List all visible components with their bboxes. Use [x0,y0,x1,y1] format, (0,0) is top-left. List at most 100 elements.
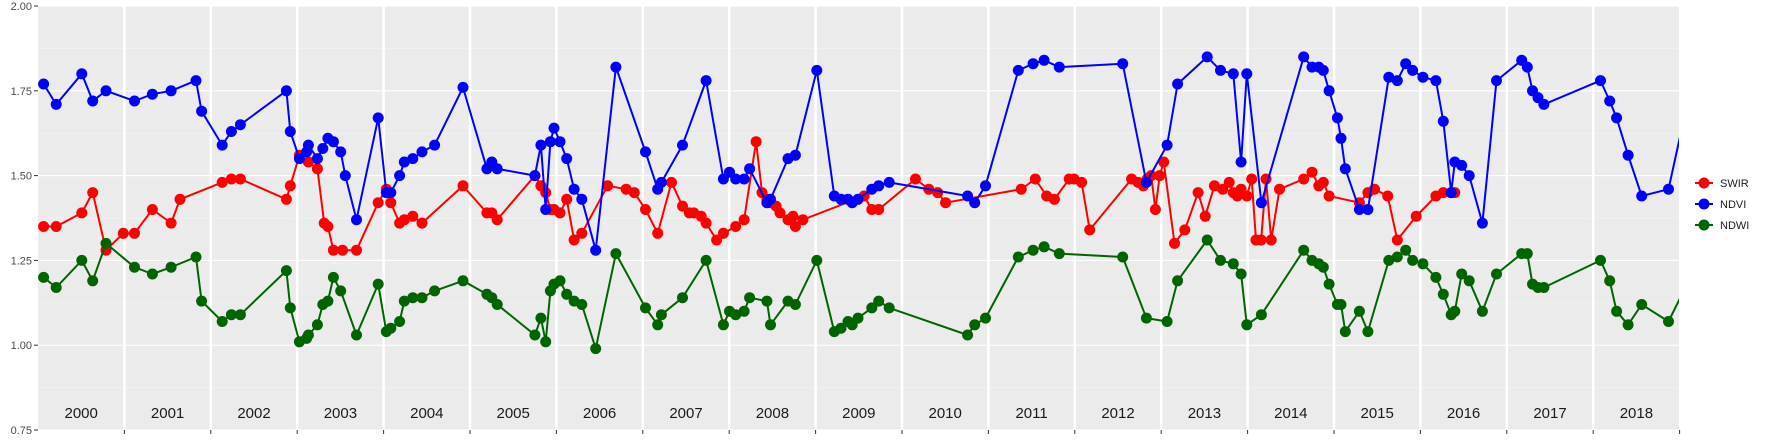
data-point-ndvi [765,193,776,205]
data-point-ndwi [76,254,88,266]
data-point-ndvi [416,146,428,158]
data-point-swir [797,214,809,226]
year-label: 2007 [669,405,702,422]
data-point-ndvi [1663,183,1674,195]
data-point-swir [372,197,384,209]
data-point-ndwi [655,309,667,321]
data-point-ndvi [1335,132,1347,144]
data-point-swir [940,197,952,209]
data-point-ndwi [416,292,428,304]
data-point-ndwi [1339,326,1351,338]
data-point-ndvi [1053,61,1065,73]
data-point-swir [491,214,503,226]
data-point-ndvi [1683,92,1694,103]
data-point-ndvi [1710,99,1721,110]
data-point-ndvi [1027,58,1039,70]
data-point-swir [640,204,651,215]
data-point-swir [1410,210,1422,222]
year-labels: 2000 2001 2002 2003 2004 2005 2006 2007 2008 2009… [65,405,1654,422]
data-point-swir [1298,173,1310,185]
data-point-ndvi [1317,64,1329,76]
data-point-swir [1437,187,1449,199]
data-point-ndwi [1437,288,1449,300]
data-point-swir [1246,173,1258,185]
series-layer [38,51,1721,355]
data-point-ndwi [129,261,140,273]
data-point-swir [385,197,397,209]
data-point-ndwi [761,295,773,307]
data-point-ndwi [1323,278,1335,290]
data-point-swir [311,163,323,175]
data-point-swir [50,221,62,232]
data-point-ndvi [700,75,712,87]
data-point-ndwi [38,271,50,283]
data-point-ndwi [852,312,864,324]
data-point-ndvi [407,153,419,165]
data-point-ndvi [339,170,351,182]
data-point-ndvi [317,143,329,154]
data-point-swir [174,193,186,205]
data-point-ndwi [100,237,112,249]
data-point-ndwi [1027,244,1039,256]
data-point-ndwi [1298,244,1310,256]
data-point-ndvi [146,88,158,100]
data-point-ndvi [1201,51,1213,63]
data-point-ndvi [590,244,602,256]
data-point-swir [1169,237,1180,249]
data-point-ndwi [1038,241,1050,253]
data-point-ndvi [1215,64,1226,76]
year-label: 2000 [65,405,98,422]
data-point-ndwi [1255,309,1267,321]
data-point-ndvi [1140,176,1152,188]
data-point-ndwi [1417,258,1429,270]
data-point-ndvi [280,85,292,97]
data-point-ndvi [548,122,560,134]
data-point-ndvi [76,68,88,80]
data-point-swir [38,221,50,232]
data-point-ndvi [1353,204,1365,215]
data-point-ndvi [1491,75,1502,87]
data-point-ndvi [1255,197,1267,209]
data-point-ndwi [190,251,202,263]
year-label: 2005 [497,405,530,422]
data-point-ndvi [234,119,246,131]
data-point-ndvi [610,61,622,73]
data-point-ndvi [311,153,323,165]
data-point-ndwi [216,316,228,327]
data-point-ndvi [1012,64,1024,76]
data-point-swir [1199,210,1211,222]
data-point-ndwi [322,295,334,307]
data-point-swir [327,244,339,256]
data-point-ndvi [457,81,469,93]
data-point-ndvi [293,153,305,165]
data-point-ndwi [1235,268,1247,280]
data-point-ndwi [576,299,588,310]
data-point-ndwi [87,275,99,287]
data-point-ndwi [225,309,237,321]
data-point-ndwi [311,319,323,331]
data-point-ndwi [1636,299,1648,310]
data-point-swir [576,227,588,239]
data-point-ndwi [1362,326,1374,338]
data-point-ndvi [50,98,62,110]
data-point-ndwi [284,302,296,314]
data-point-swir [398,214,410,226]
legend-label: SWIR [1720,178,1749,190]
data-point-ndvi [540,204,552,215]
data-point-ndwi [335,285,347,297]
data-point-ndwi [640,302,651,314]
data-point-ndwi [789,299,801,310]
data-point-swir [1015,183,1027,195]
data-point-swir [1391,234,1403,246]
data-point-swir [652,227,664,239]
data-point-ndwi [652,319,664,331]
data-point-ndvi [284,126,296,137]
data-point-ndwi [1335,299,1347,310]
data-point-ndvi [491,163,503,175]
year-label: 2002 [237,405,270,422]
data-point-ndwi [717,319,729,331]
data-point-ndvi [640,146,651,158]
year-label: 2010 [929,405,962,422]
year-label: 2017 [1533,405,1566,422]
data-point-swir [568,234,580,246]
